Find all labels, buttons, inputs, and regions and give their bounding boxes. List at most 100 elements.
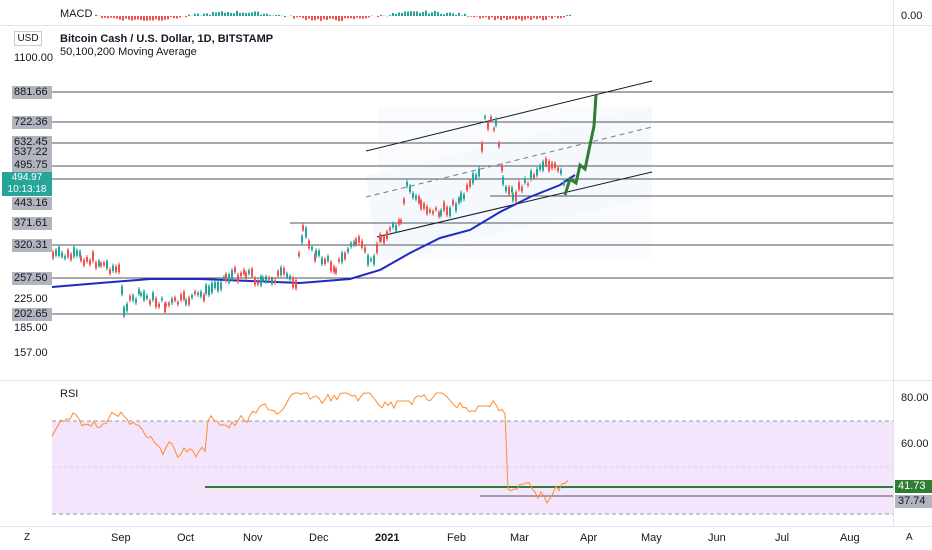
macd-bar (350, 16, 352, 19)
candle (251, 268, 253, 277)
candle (327, 256, 329, 262)
candle (498, 142, 500, 147)
candle (155, 298, 157, 308)
candle (333, 266, 335, 273)
macd-bar (536, 16, 538, 20)
candle (79, 251, 81, 257)
candle (355, 238, 357, 245)
candle (188, 297, 190, 305)
candle (254, 278, 256, 285)
candle (298, 252, 300, 257)
macd-bar (263, 13, 265, 16)
macd-bar (479, 16, 481, 19)
chart-subtitle: 50,100,200 Moving Average (60, 46, 197, 58)
time-axis-label: Jun (708, 532, 726, 544)
macd-bar (563, 16, 565, 18)
candle (211, 282, 213, 293)
macd-bar (482, 16, 484, 18)
candle (512, 194, 514, 201)
candle (344, 252, 346, 260)
level-tag[interactable]: 202.65 (12, 308, 52, 321)
currency-button[interactable]: USD (14, 31, 42, 46)
macd-bar (329, 16, 331, 19)
candle (429, 209, 431, 213)
macd-bar (437, 11, 439, 16)
candlesticks (52, 114, 565, 319)
time-axis-label: Nov (243, 532, 263, 544)
candle (194, 291, 196, 294)
level-tag[interactable]: 371.61 (12, 217, 52, 230)
range-box (378, 106, 652, 258)
candle (177, 301, 179, 305)
candle (446, 207, 448, 216)
macd-bar (167, 16, 169, 20)
level-tag[interactable]: 257.50 (12, 272, 52, 285)
macd-bar (215, 12, 217, 16)
macd-bar (314, 16, 316, 21)
macd-bar (518, 16, 520, 19)
candle (341, 252, 343, 263)
main-chart[interactable] (0, 25, 893, 380)
macd-bar (422, 11, 424, 16)
macd-bar (377, 16, 379, 18)
macd-bar (404, 11, 406, 16)
candle (490, 116, 492, 121)
level-tag[interactable]: 495.75 (12, 159, 52, 172)
time-axis-label: Feb (447, 532, 466, 544)
level-tag[interactable]: 537.22 (12, 146, 52, 159)
candle (262, 277, 264, 281)
pane-divider (0, 380, 932, 381)
macd-bar (569, 14, 571, 16)
macd-bar (140, 16, 142, 20)
auto-scale-button[interactable]: A (906, 532, 913, 543)
candle (64, 256, 66, 259)
candle (403, 198, 405, 204)
macd-bar (335, 16, 337, 21)
macd-bar (530, 16, 532, 20)
candle (502, 176, 504, 185)
timezone-button[interactable]: Z (24, 532, 31, 543)
candle (305, 227, 307, 238)
level-tag[interactable]: 320.31 (12, 239, 52, 252)
candle (478, 168, 480, 177)
candle (383, 236, 385, 244)
candle (469, 180, 471, 187)
candle (118, 264, 120, 273)
candle (61, 252, 63, 257)
candle (458, 197, 460, 203)
candle (268, 277, 270, 280)
candle (286, 273, 288, 278)
macd-bar (497, 16, 499, 19)
candle (420, 200, 422, 210)
candle (350, 242, 352, 247)
rsi-chart[interactable] (0, 381, 893, 526)
macd-bar (458, 12, 460, 16)
macd-bar (236, 10, 238, 16)
candle (106, 261, 108, 269)
macd-bar (122, 16, 124, 21)
macd-bar (485, 16, 487, 18)
candle (472, 173, 474, 184)
candle (308, 240, 310, 249)
level-tag[interactable]: 632.45 (12, 136, 52, 149)
macd-bar (566, 15, 568, 16)
candle (432, 211, 434, 214)
macd-bar (368, 16, 370, 18)
macd-bar (464, 13, 466, 16)
macd-bar (428, 13, 430, 16)
macd-bar (365, 16, 367, 19)
macd-bar (332, 16, 334, 19)
macd-bar (557, 16, 559, 19)
candle (449, 207, 451, 217)
time-axis-label: Sep (111, 532, 131, 544)
macd-bar (353, 16, 355, 20)
macd-bar (356, 16, 358, 18)
macd-bar (278, 14, 280, 16)
candle (98, 260, 100, 267)
macd-bar (491, 16, 493, 18)
macd-bar (230, 12, 232, 16)
level-tag[interactable]: 881.66 (12, 86, 52, 99)
candle (180, 294, 182, 301)
level-tag[interactable]: 443.16 (12, 197, 52, 210)
level-tag[interactable]: 722.36 (12, 116, 52, 129)
